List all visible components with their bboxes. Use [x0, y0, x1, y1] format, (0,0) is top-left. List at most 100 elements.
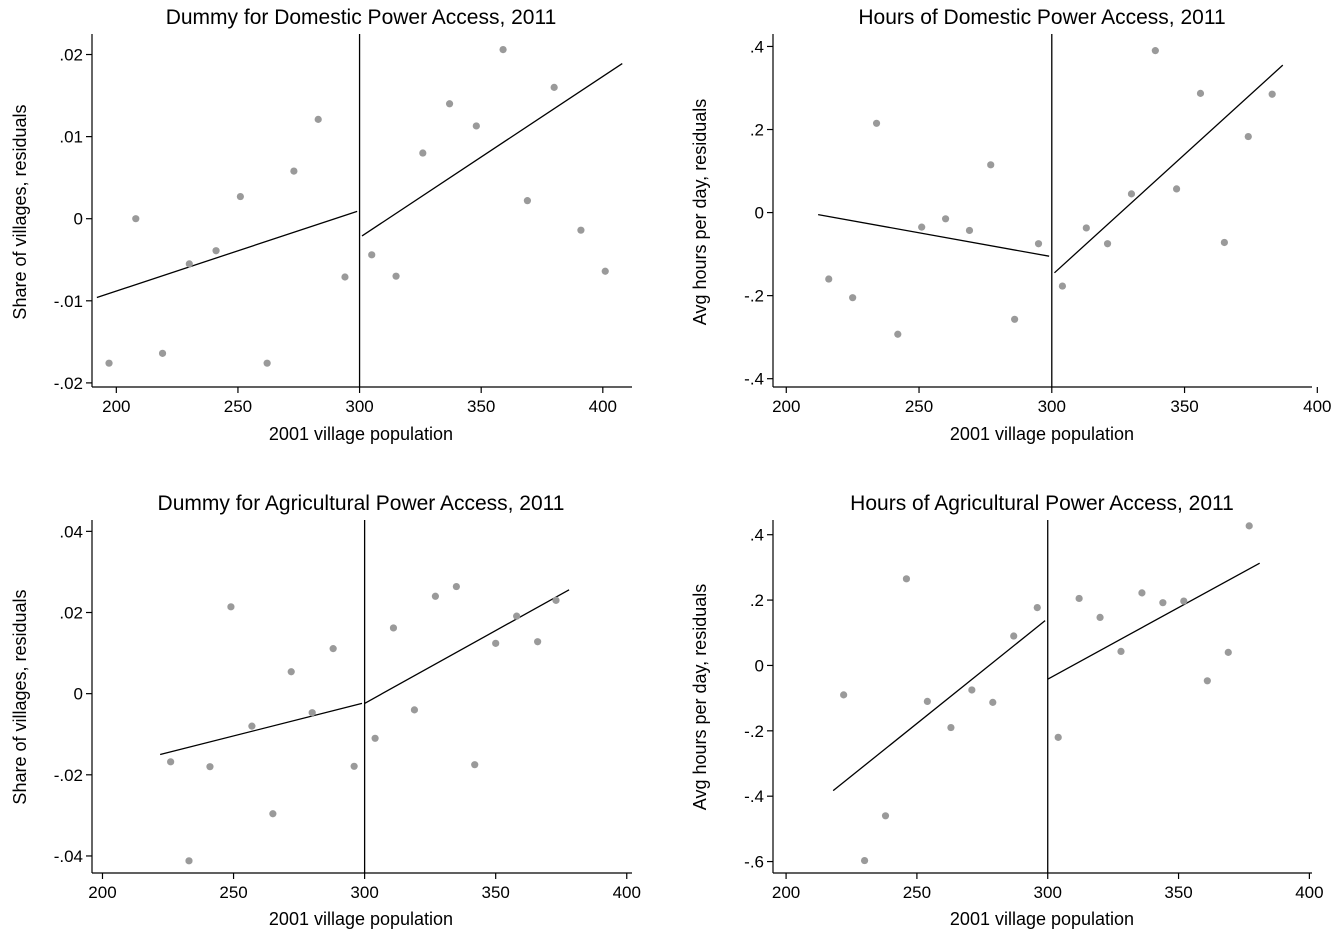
- scatter-point: [1244, 132, 1252, 141]
- scatter-point: [185, 857, 193, 865]
- scatter-point: [1075, 594, 1083, 603]
- scatter-point: [452, 582, 460, 591]
- x-tick-label: 250: [219, 883, 247, 902]
- scatter-point: [1159, 599, 1167, 607]
- scatter-point: [860, 856, 869, 865]
- y-tick-label: -.4: [744, 787, 764, 806]
- scatter-point: [1268, 90, 1276, 98]
- scatter-point: [471, 761, 479, 769]
- scatter-point: [941, 215, 950, 223]
- y-axis-title: Share of villages, residuals: [10, 589, 30, 804]
- y-tick-label: .02: [59, 604, 83, 623]
- x-tick-label: 300: [350, 883, 378, 902]
- scatter-point: [499, 45, 507, 54]
- scatter-point: [1203, 677, 1211, 685]
- scatter-point: [287, 668, 295, 676]
- y-tick-label: .4: [750, 37, 764, 56]
- y-tick-label: -.02: [54, 766, 83, 785]
- scatter-point: [431, 592, 439, 600]
- scatter-point: [825, 275, 833, 283]
- scatter-point: [902, 575, 911, 583]
- fit-line-right: [364, 589, 570, 704]
- scatter-point: [1033, 603, 1041, 612]
- x-tick-label: 300: [1038, 397, 1066, 416]
- x-tick-label: 200: [772, 883, 800, 902]
- panel-domestic-dummy: Dummy for Domestic Power Access, 2011 Sh…: [10, 6, 632, 444]
- scatter-point: [1058, 282, 1067, 290]
- scatter-point: [227, 603, 235, 611]
- scatter-point: [577, 226, 585, 234]
- scatter-point: [167, 758, 175, 766]
- y-tick-label: -.6: [744, 853, 764, 872]
- y-tick-label: 0: [755, 656, 764, 675]
- y-tick-label: -.4: [744, 370, 764, 389]
- x-tick-label: 350: [482, 883, 510, 902]
- scatter-point: [1196, 89, 1205, 97]
- fit-line-left: [159, 702, 363, 756]
- fit-line-right: [361, 63, 623, 237]
- scatter-point: [1096, 613, 1104, 622]
- x-tick-label: 250: [903, 883, 931, 902]
- scatter-point: [1034, 240, 1043, 248]
- x-tick-label: 400: [613, 883, 641, 902]
- scatter-point: [206, 763, 214, 771]
- scatter-point: [947, 723, 955, 732]
- y-axis-title: Share of villages, residuals: [10, 104, 30, 319]
- scatter-point: [1224, 648, 1232, 656]
- scatter-point: [1117, 647, 1125, 655]
- scatter-point: [371, 734, 379, 742]
- fit-line-left: [96, 210, 358, 299]
- y-tick-label: 0: [74, 210, 83, 229]
- scatter-point: [308, 709, 316, 717]
- x-tick-label: 350: [467, 397, 495, 416]
- y-tick-label: 0: [755, 204, 764, 223]
- scatter-point: [550, 83, 558, 91]
- scatter-point: [918, 223, 926, 231]
- scatter-point: [290, 167, 298, 175]
- scatter-point: [248, 722, 256, 730]
- x-tick-label: 200: [102, 397, 130, 416]
- scatter-point: [513, 612, 521, 620]
- chart-title: Hours of Agricultural Power Access, 2011: [850, 492, 1234, 515]
- x-tick-label: 250: [224, 397, 252, 416]
- scatter-point: [105, 359, 113, 367]
- y-tick-label: .2: [750, 591, 764, 610]
- scatter-point: [968, 686, 976, 694]
- scatter-point: [1054, 733, 1062, 741]
- y-tick-label: -.2: [744, 287, 764, 306]
- scatter-point: [534, 638, 542, 646]
- x-axis-title: 2001 village population: [950, 424, 1134, 444]
- scatter-point: [1082, 224, 1090, 232]
- scatter-point: [492, 639, 500, 647]
- x-tick-label: 200: [772, 397, 800, 416]
- scatter-point: [350, 762, 358, 770]
- scatter-point: [894, 330, 902, 338]
- x-tick-label: 250: [905, 397, 933, 416]
- scatter-point: [1138, 589, 1146, 597]
- scatter-point: [368, 251, 376, 259]
- scatter-point: [1172, 185, 1181, 193]
- scatter-point: [989, 698, 997, 706]
- x-axis-title: 2001 village population: [269, 909, 453, 929]
- scatter-point: [1010, 632, 1018, 640]
- panel-agricultural-dummy: Dummy for Agricultural Power Access, 201…: [10, 492, 641, 929]
- scatter-point: [1245, 522, 1253, 530]
- x-tick-label: 400: [1303, 397, 1331, 416]
- scatter-point: [1127, 190, 1136, 198]
- scatter-point: [185, 260, 193, 268]
- fit-line-right: [1047, 562, 1260, 680]
- chart-title: Hours of Domestic Power Access, 2011: [858, 6, 1225, 29]
- y-tick-label: .04: [59, 522, 83, 541]
- scatter-point: [1011, 315, 1019, 323]
- scatter-point: [1103, 240, 1112, 248]
- x-tick-label: 350: [1164, 883, 1192, 902]
- y-tick-label: .2: [750, 121, 764, 140]
- y-tick-label: .01: [59, 128, 83, 147]
- scatter-point: [212, 247, 220, 255]
- scatter-point: [158, 349, 167, 357]
- fit-line-left: [818, 214, 1050, 257]
- y-axis-title: Avg hours per day, residuals: [690, 99, 710, 325]
- scatter-point: [445, 100, 454, 108]
- y-tick-label: -.01: [54, 292, 83, 311]
- panel-agricultural-hours: Hours of Agricultural Power Access, 2011…: [690, 492, 1324, 929]
